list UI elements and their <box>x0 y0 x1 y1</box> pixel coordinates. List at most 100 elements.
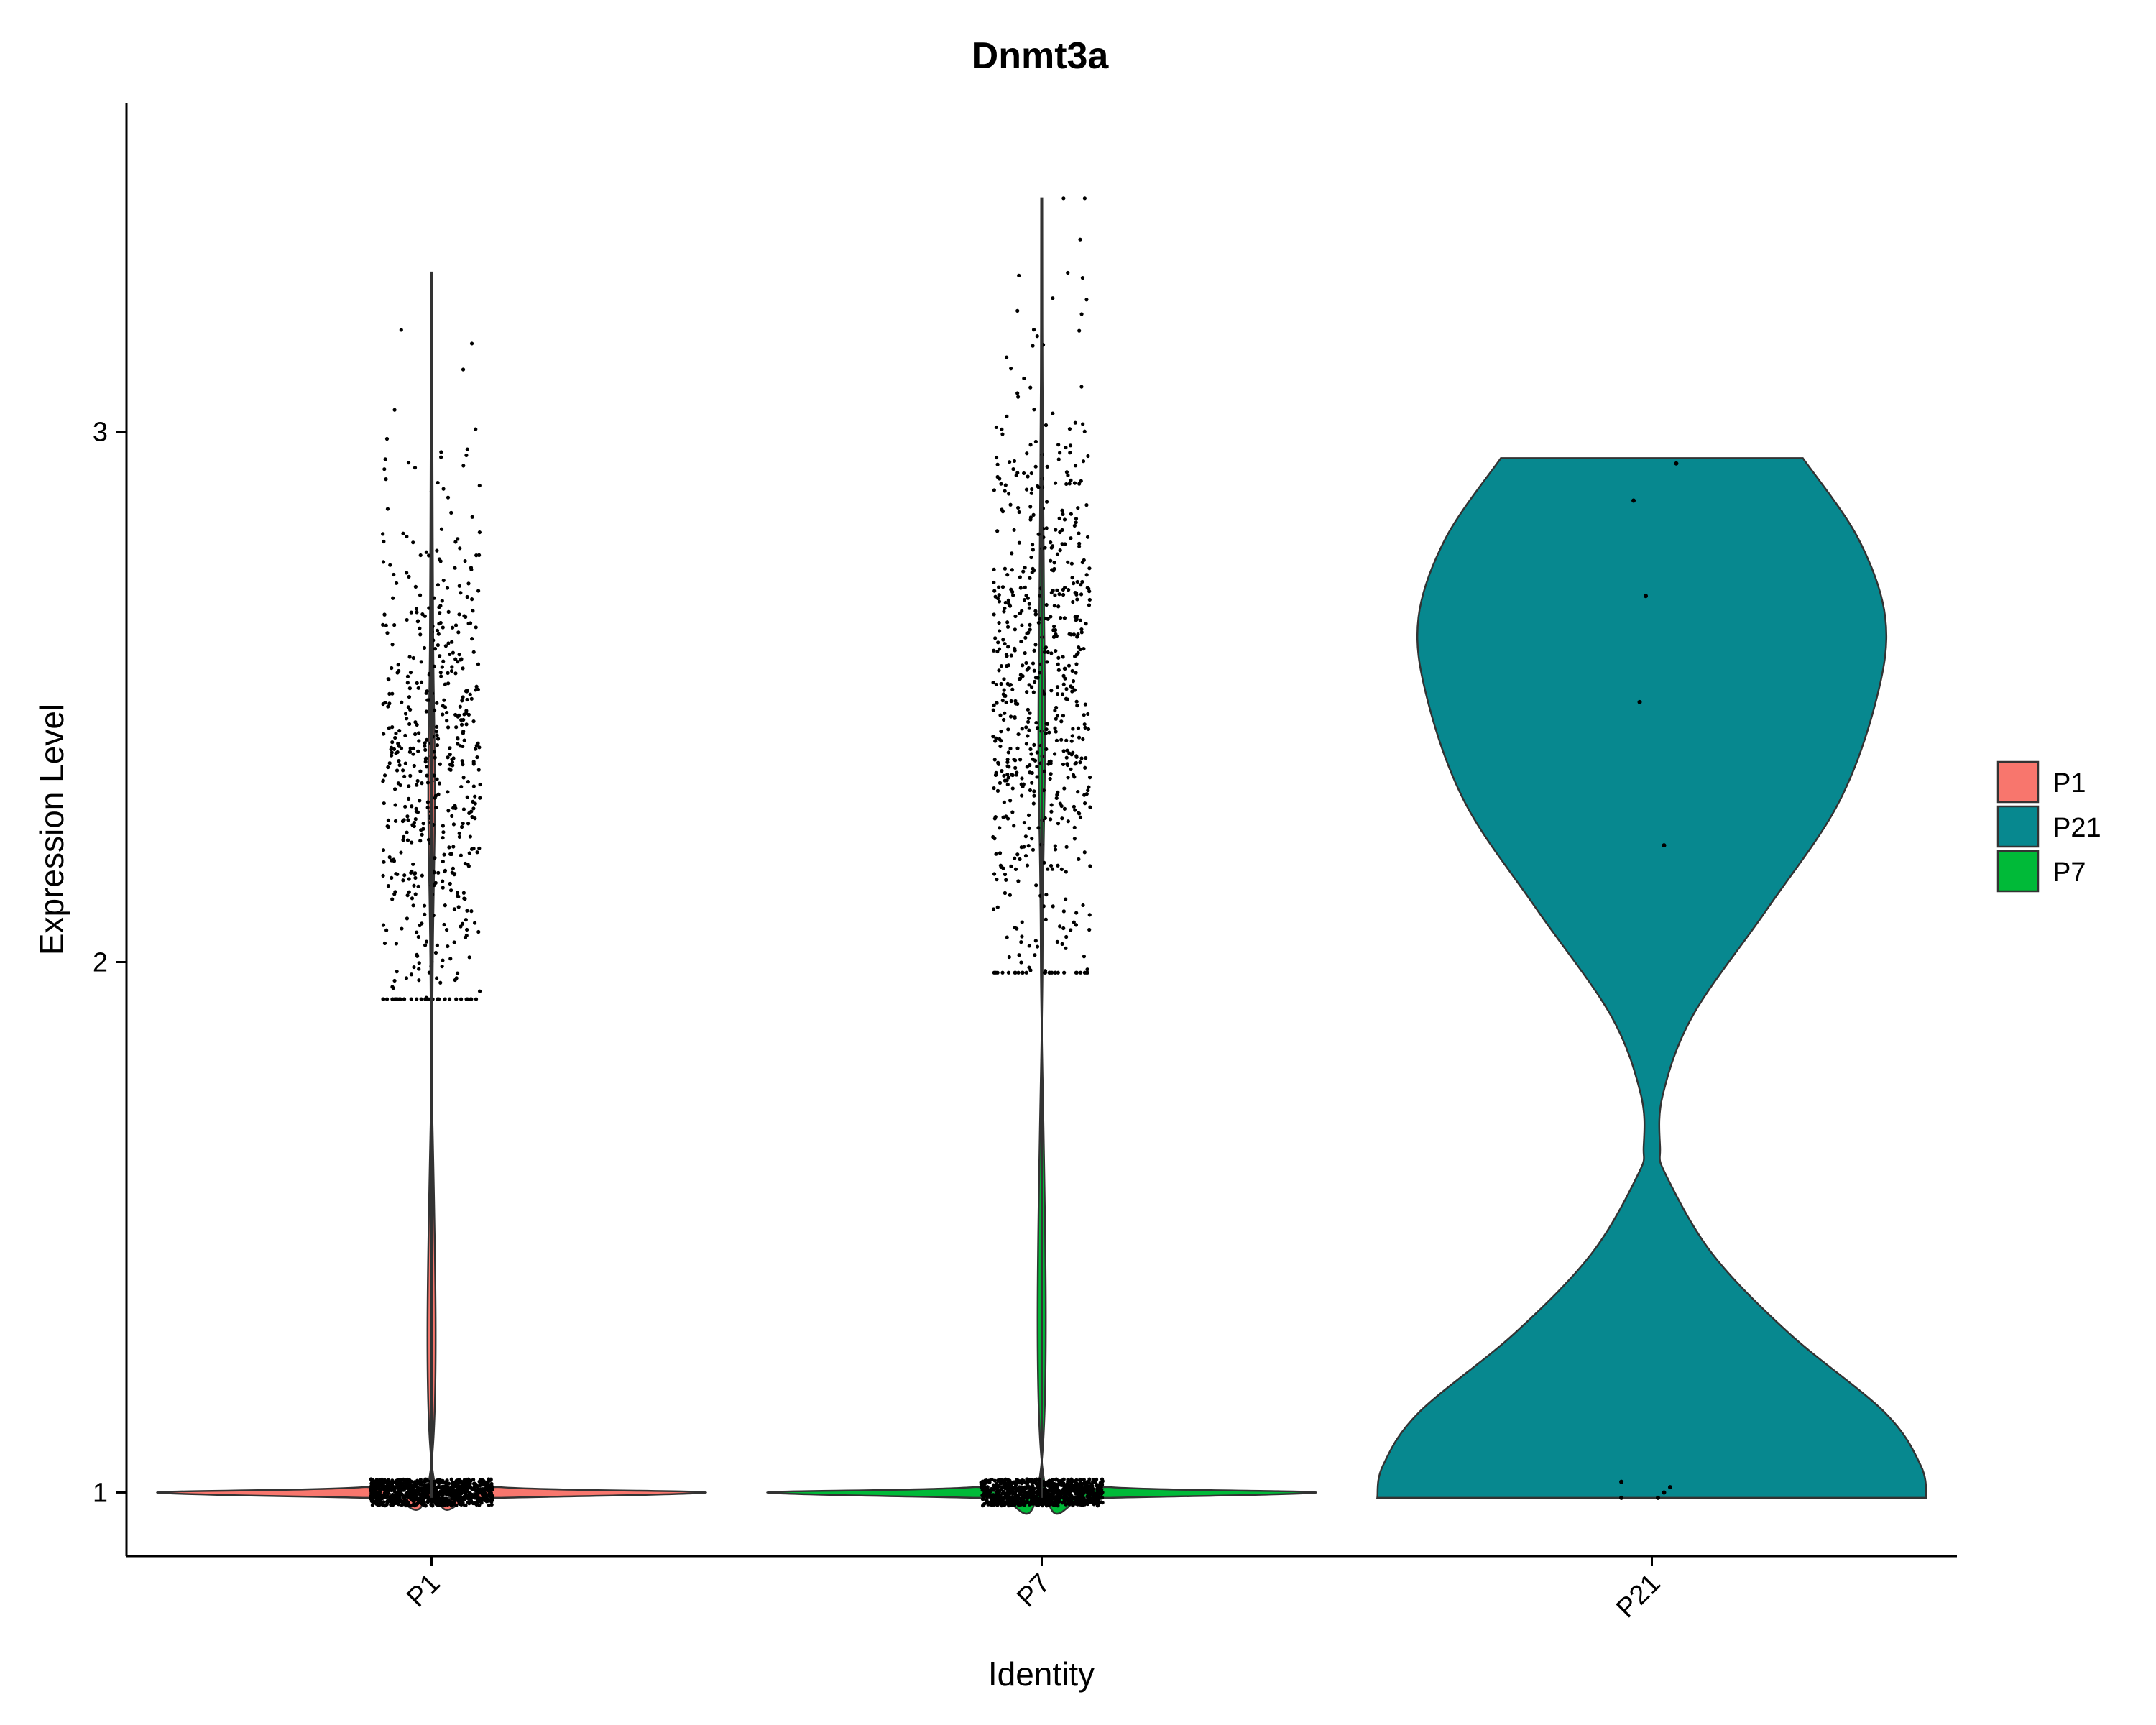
data-point <box>1056 656 1061 660</box>
data-point <box>433 1483 437 1487</box>
data-point <box>456 537 460 541</box>
data-point <box>465 997 470 1001</box>
data-point <box>439 455 443 459</box>
data-point <box>437 622 441 626</box>
data-point <box>1071 679 1076 684</box>
data-point <box>1020 970 1024 975</box>
data-point <box>1076 1482 1080 1486</box>
data-point <box>993 594 998 599</box>
data-point <box>1020 934 1024 939</box>
data-point <box>1096 1497 1101 1501</box>
data-point <box>1064 1502 1068 1506</box>
data-point <box>1042 691 1046 696</box>
data-point <box>991 708 995 712</box>
data-point <box>1082 1477 1086 1482</box>
data-point <box>1002 677 1006 681</box>
data-point <box>1067 482 1072 486</box>
y-tick-label: 1 <box>93 1478 108 1508</box>
data-point <box>435 628 440 633</box>
data-point <box>425 1483 429 1487</box>
data-point <box>469 809 474 814</box>
data-point <box>1008 746 1013 751</box>
data-point <box>1016 395 1021 399</box>
data-point <box>390 643 395 647</box>
data-point <box>1054 705 1059 710</box>
data-point <box>992 567 996 571</box>
data-point <box>1067 751 1072 755</box>
data-point <box>393 890 397 894</box>
data-point <box>407 655 412 659</box>
data-point <box>1074 970 1079 975</box>
data-point <box>1074 517 1079 521</box>
data-point <box>369 1480 374 1484</box>
data-point <box>1019 1496 1024 1501</box>
data-point <box>1055 691 1060 696</box>
data-point <box>1022 820 1026 825</box>
data-point <box>447 845 451 850</box>
data-point <box>1064 934 1069 939</box>
data-point <box>474 997 479 1001</box>
data-point <box>397 728 402 733</box>
data-point <box>394 942 399 946</box>
data-point <box>1025 668 1029 672</box>
data-point <box>1018 758 1023 762</box>
data-point <box>413 817 418 822</box>
data-point <box>1074 923 1079 927</box>
data-point <box>386 704 390 709</box>
data-point <box>386 818 391 822</box>
data-point <box>1064 445 1068 450</box>
data-point <box>440 665 444 669</box>
data-point <box>415 778 420 783</box>
data-point <box>1053 481 1058 485</box>
data-point <box>1036 484 1040 488</box>
data-point <box>1018 611 1023 615</box>
data-point <box>1056 863 1060 868</box>
data-point <box>1053 628 1058 632</box>
data-point <box>459 997 464 1001</box>
data-point <box>1084 573 1089 577</box>
data-point <box>390 1497 395 1501</box>
data-point <box>1081 903 1085 908</box>
data-point <box>1061 512 1065 516</box>
data-point <box>441 958 445 962</box>
data-point <box>1069 512 1073 516</box>
data-point <box>420 781 424 786</box>
data-point <box>405 571 409 575</box>
data-point <box>1004 1486 1008 1491</box>
data-point <box>995 529 1000 533</box>
data-point <box>1061 714 1066 718</box>
data-point <box>434 1489 438 1493</box>
data-point <box>443 903 447 908</box>
data-point <box>390 691 395 696</box>
data-point <box>468 692 472 696</box>
data-point <box>1041 904 1046 908</box>
data-point <box>410 896 415 901</box>
data-point <box>995 1487 999 1491</box>
data-point <box>1058 451 1062 455</box>
x-axis-title: Identity <box>988 1655 1095 1693</box>
data-point <box>1006 645 1010 649</box>
data-point <box>412 883 416 888</box>
data-point <box>992 970 996 975</box>
data-point <box>1005 414 1009 418</box>
data-point <box>382 860 386 864</box>
data-point <box>1044 602 1049 607</box>
data-point <box>999 663 1003 668</box>
data-point <box>1033 439 1038 444</box>
data-point <box>1017 273 1021 278</box>
data-point <box>1033 676 1038 680</box>
data-point <box>433 880 438 885</box>
data-point <box>459 1481 464 1486</box>
data-point <box>1053 970 1058 975</box>
data-point <box>417 961 421 965</box>
data-point <box>1089 1499 1093 1504</box>
data-point <box>490 1494 494 1499</box>
data-point <box>1046 867 1050 871</box>
data-point <box>1002 717 1006 722</box>
data-point <box>1064 897 1068 901</box>
data-point <box>1058 530 1062 535</box>
data-point <box>448 1499 452 1504</box>
data-point <box>1076 790 1080 794</box>
data-point <box>474 1484 479 1489</box>
data-point <box>1674 461 1679 466</box>
